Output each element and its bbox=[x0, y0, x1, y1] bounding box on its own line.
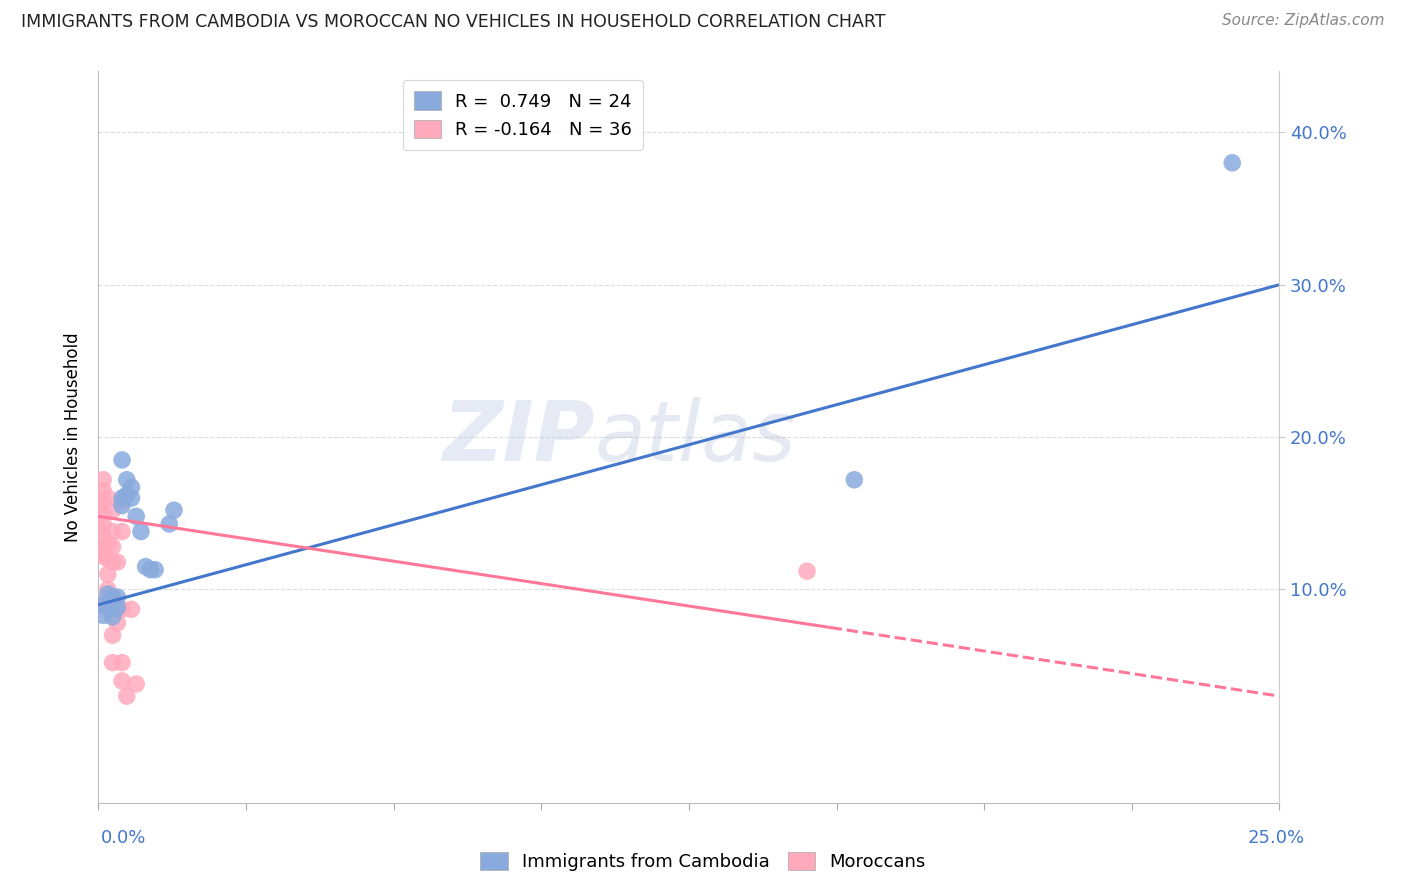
Point bbox=[97, 491, 120, 505]
Text: ZIP: ZIP bbox=[441, 397, 595, 477]
Point bbox=[796, 564, 818, 578]
Point bbox=[111, 602, 134, 616]
Point bbox=[143, 563, 166, 577]
Point bbox=[125, 509, 148, 524]
Point bbox=[121, 602, 143, 616]
Point bbox=[97, 567, 120, 582]
Point bbox=[135, 559, 157, 574]
Point bbox=[91, 541, 114, 556]
Point bbox=[105, 590, 128, 604]
Point bbox=[101, 610, 124, 624]
Point bbox=[101, 600, 124, 615]
Y-axis label: No Vehicles in Household: No Vehicles in Household bbox=[65, 332, 83, 542]
Point bbox=[105, 615, 128, 630]
Point bbox=[91, 549, 114, 563]
Point bbox=[139, 563, 162, 577]
Point bbox=[91, 473, 114, 487]
Point bbox=[87, 521, 110, 535]
Point bbox=[115, 473, 138, 487]
Text: 25.0%: 25.0% bbox=[1247, 829, 1305, 847]
Point bbox=[1220, 156, 1243, 170]
Point bbox=[97, 591, 120, 606]
Text: Source: ZipAtlas.com: Source: ZipAtlas.com bbox=[1222, 13, 1385, 29]
Point bbox=[101, 524, 124, 539]
Point bbox=[87, 499, 110, 513]
Point bbox=[105, 555, 128, 569]
Legend: R =  0.749   N = 24, R = -0.164   N = 36: R = 0.749 N = 24, R = -0.164 N = 36 bbox=[402, 80, 643, 150]
Point bbox=[121, 491, 143, 505]
Point bbox=[97, 582, 120, 597]
Point bbox=[111, 524, 134, 539]
Point bbox=[105, 602, 128, 616]
Point bbox=[844, 473, 866, 487]
Point bbox=[101, 590, 124, 604]
Point bbox=[129, 524, 152, 539]
Point bbox=[111, 494, 134, 508]
Point bbox=[111, 453, 134, 467]
Point bbox=[111, 491, 134, 505]
Point bbox=[91, 598, 114, 612]
Point bbox=[91, 483, 114, 498]
Point bbox=[101, 628, 124, 642]
Point bbox=[91, 516, 114, 531]
Point bbox=[91, 506, 114, 520]
Point bbox=[163, 503, 186, 517]
Point bbox=[115, 689, 138, 703]
Text: 0.0%: 0.0% bbox=[101, 829, 146, 847]
Point bbox=[115, 488, 138, 502]
Point bbox=[97, 537, 120, 551]
Point bbox=[101, 598, 124, 612]
Point bbox=[97, 602, 120, 616]
Point bbox=[91, 494, 114, 508]
Point bbox=[105, 600, 128, 615]
Legend: Immigrants from Cambodia, Moroccans: Immigrants from Cambodia, Moroccans bbox=[474, 845, 932, 879]
Point bbox=[125, 677, 148, 691]
Point bbox=[111, 499, 134, 513]
Point bbox=[91, 529, 114, 543]
Point bbox=[97, 587, 120, 601]
Point bbox=[101, 555, 124, 569]
Point bbox=[97, 552, 120, 566]
Point bbox=[111, 673, 134, 688]
Point bbox=[101, 503, 124, 517]
Text: atlas: atlas bbox=[595, 397, 796, 477]
Point bbox=[101, 656, 124, 670]
Point bbox=[157, 516, 180, 531]
Point bbox=[111, 656, 134, 670]
Point bbox=[101, 540, 124, 554]
Point bbox=[121, 480, 143, 494]
Text: IMMIGRANTS FROM CAMBODIA VS MOROCCAN NO VEHICLES IN HOUSEHOLD CORRELATION CHART: IMMIGRANTS FROM CAMBODIA VS MOROCCAN NO … bbox=[21, 13, 886, 31]
Point bbox=[91, 608, 114, 623]
